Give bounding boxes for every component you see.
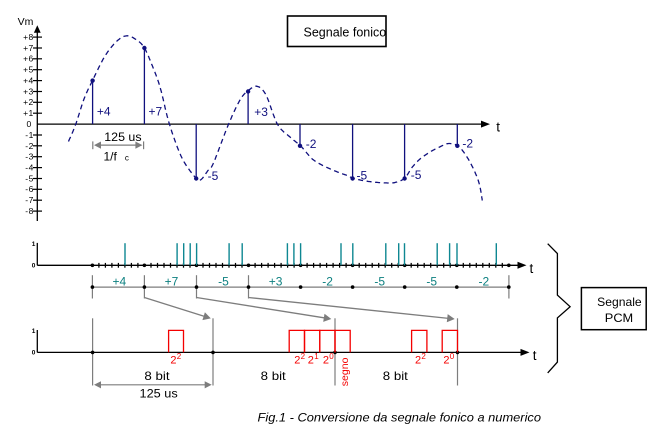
svg-text:-2: -2 bbox=[306, 137, 317, 151]
svg-text:+8: +8 bbox=[23, 32, 34, 42]
svg-text:1/f: 1/f bbox=[104, 149, 118, 163]
svg-text:2: 2 bbox=[301, 352, 306, 361]
svg-text:Fig.1 - Conversione da segnale: Fig.1 - Conversione da segnale fonico a … bbox=[258, 410, 542, 424]
svg-text:+4: +4 bbox=[113, 275, 127, 289]
svg-text:125 us: 125 us bbox=[140, 387, 178, 401]
svg-text:-2: -2 bbox=[462, 136, 473, 150]
svg-text:Segnale fonico: Segnale fonico bbox=[304, 25, 387, 39]
svg-text:-5: -5 bbox=[426, 275, 437, 289]
svg-text:-5: -5 bbox=[218, 275, 229, 289]
svg-text:8 bit: 8 bit bbox=[144, 369, 170, 383]
svg-text:-6: -6 bbox=[25, 184, 34, 194]
svg-text:-5: -5 bbox=[208, 169, 219, 183]
svg-text:+7: +7 bbox=[165, 275, 179, 289]
svg-text:2: 2 bbox=[421, 352, 426, 361]
svg-text:2: 2 bbox=[170, 354, 176, 366]
svg-text:+3: +3 bbox=[23, 86, 34, 96]
svg-text:+6: +6 bbox=[23, 54, 34, 64]
svg-text:-5: -5 bbox=[411, 168, 422, 182]
svg-text:2: 2 bbox=[415, 354, 421, 366]
svg-text:Segnale: Segnale bbox=[597, 295, 642, 309]
svg-text:-5: -5 bbox=[357, 169, 368, 183]
svg-text:1: 1 bbox=[314, 352, 319, 361]
svg-text:2: 2 bbox=[443, 354, 449, 366]
svg-text:-2: -2 bbox=[322, 275, 333, 289]
svg-text:-1: -1 bbox=[25, 130, 34, 140]
svg-text:-5: -5 bbox=[25, 173, 34, 183]
svg-text:1: 1 bbox=[32, 328, 36, 335]
svg-text:2: 2 bbox=[177, 352, 182, 361]
svg-text:+4: +4 bbox=[97, 104, 111, 118]
svg-text:-2: -2 bbox=[478, 275, 489, 289]
svg-text:2: 2 bbox=[294, 354, 300, 366]
svg-text:+3: +3 bbox=[269, 275, 283, 289]
svg-text:8 bit: 8 bit bbox=[261, 369, 287, 383]
svg-text:+2: +2 bbox=[23, 97, 34, 107]
svg-text:-3: -3 bbox=[25, 152, 34, 162]
svg-text:+4: +4 bbox=[23, 76, 34, 86]
svg-text:8 bit: 8 bit bbox=[383, 369, 409, 383]
svg-text:2: 2 bbox=[308, 354, 314, 366]
svg-text:+5: +5 bbox=[23, 65, 34, 75]
svg-text:t: t bbox=[533, 348, 537, 363]
svg-text:-8: -8 bbox=[25, 206, 34, 216]
svg-text:PCM: PCM bbox=[605, 311, 633, 325]
svg-text:125 us: 125 us bbox=[104, 130, 141, 144]
svg-text:segno: segno bbox=[339, 357, 351, 386]
svg-text:-7: -7 bbox=[25, 195, 34, 205]
svg-text:1: 1 bbox=[32, 241, 36, 248]
svg-text:+1: +1 bbox=[23, 108, 34, 118]
svg-text:-4: -4 bbox=[25, 163, 34, 173]
svg-text:0: 0 bbox=[32, 349, 36, 356]
svg-text:t: t bbox=[530, 261, 534, 276]
svg-text:+7: +7 bbox=[23, 43, 34, 53]
svg-text:t: t bbox=[496, 120, 500, 135]
svg-text:c: c bbox=[125, 153, 129, 162]
svg-text:Vm: Vm bbox=[18, 16, 34, 28]
svg-text:0: 0 bbox=[26, 119, 31, 129]
svg-text:0: 0 bbox=[32, 263, 36, 270]
svg-text:+7: +7 bbox=[149, 104, 163, 118]
svg-text:-5: -5 bbox=[374, 275, 385, 289]
svg-text:+3: +3 bbox=[254, 105, 268, 119]
svg-text:2: 2 bbox=[323, 354, 329, 366]
svg-text:0: 0 bbox=[329, 352, 334, 361]
svg-text:-2: -2 bbox=[25, 141, 34, 151]
svg-text:0: 0 bbox=[450, 352, 455, 361]
